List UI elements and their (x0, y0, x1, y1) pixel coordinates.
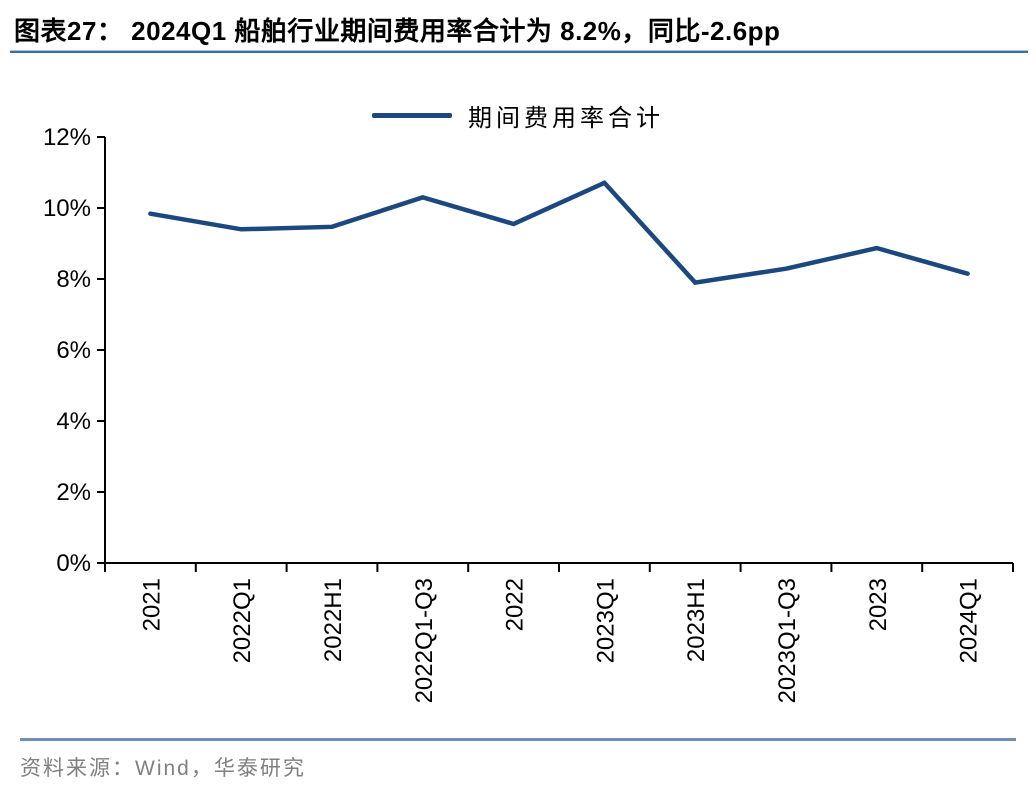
x-tick-label: 2023Q1 (592, 578, 619, 663)
y-tick-label: 6% (56, 337, 91, 364)
figure-title: 图表27： 2024Q1 船舶行业期间费用率合计为 8.2%，同比-2.6pp (14, 16, 781, 46)
series-line-expense-ratio (148, 180, 970, 285)
x-tick-label: 2022 (502, 578, 529, 631)
x-tick-label: 2022Q1 (229, 578, 256, 663)
line-chart: 0% 2% 4% 6% 8% 10% 12% 2021 2022Q1 2022H1 2022Q1-Q… (43, 125, 1014, 703)
legend-line-swatch (372, 113, 452, 118)
y-tick-label: 2% (56, 479, 91, 506)
title-divider (10, 50, 1028, 53)
source-divider (20, 738, 1016, 741)
legend: 期间费用率合计 (0, 98, 1036, 133)
x-tick-label: 2022H1 (320, 578, 347, 662)
x-tick-label: 2021 (138, 578, 165, 631)
legend-label: 期间费用率合计 (468, 105, 664, 132)
x-tick-label: 2023H1 (683, 578, 710, 662)
source-note: 资料来源：Wind，华泰研究 (20, 757, 306, 780)
x-tick-label: 2024Q1 (956, 578, 983, 663)
y-tick-label: 4% (56, 408, 91, 435)
x-tick-label: 2023 (865, 578, 892, 631)
y-tick-label: 10% (43, 195, 91, 222)
x-tick-label: 2023Q1-Q3 (774, 578, 801, 703)
x-tick-label: 2022Q1-Q3 (411, 578, 438, 703)
y-tick-label: 0% (56, 550, 91, 577)
y-tick-label: 12% (43, 125, 91, 151)
y-tick-label: 8% (56, 266, 91, 293)
